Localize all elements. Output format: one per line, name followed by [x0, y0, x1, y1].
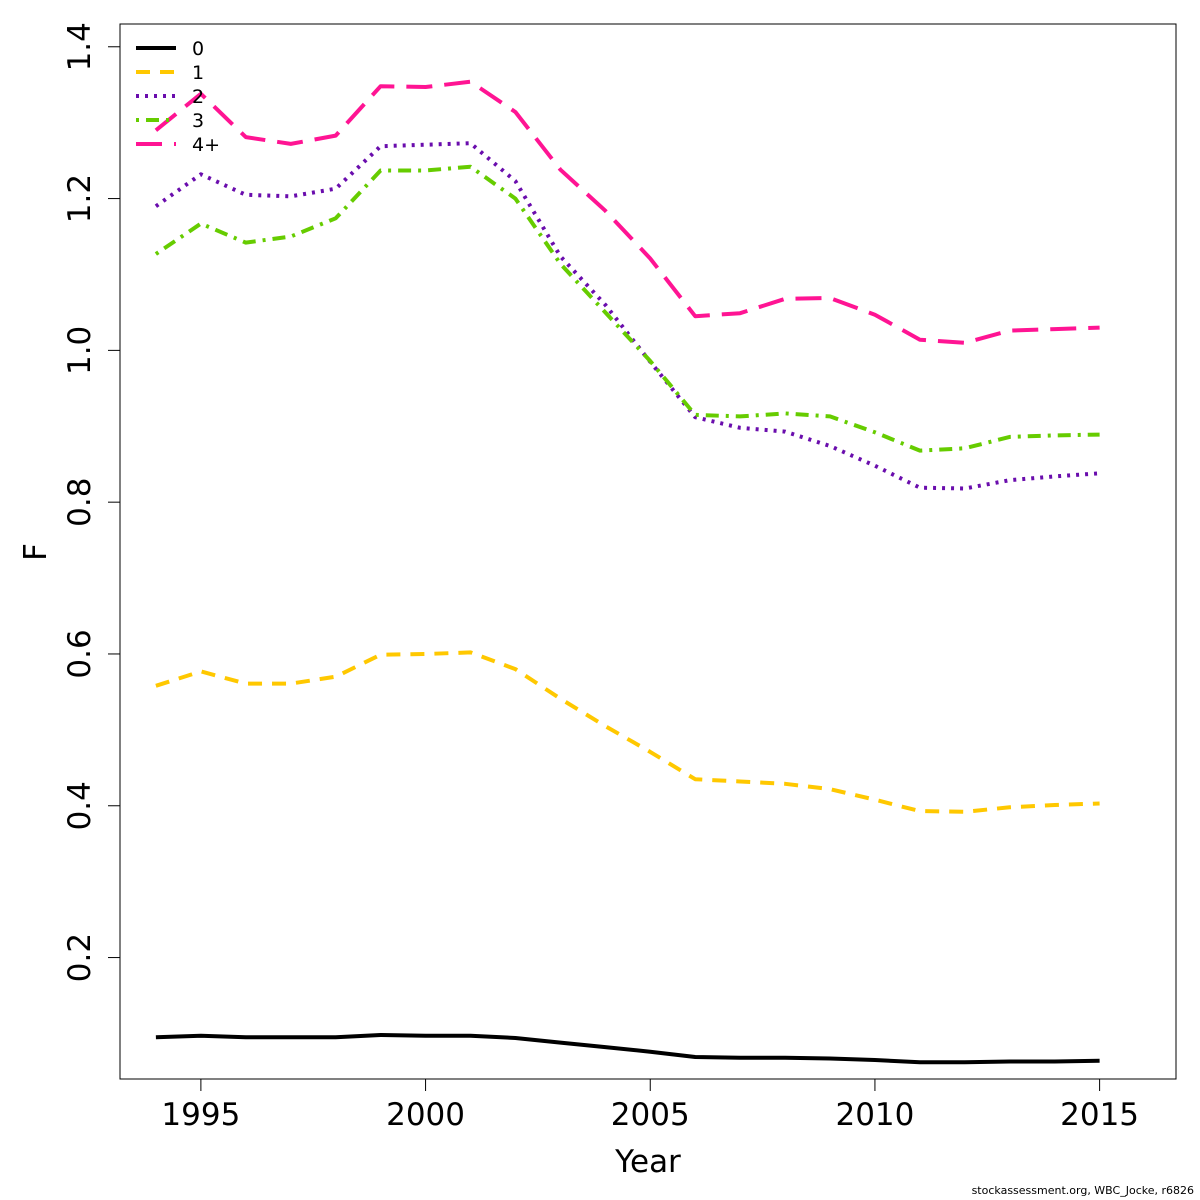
series-line-3 — [154, 164, 1100, 453]
x-tick-label-2000: 2000 — [386, 1097, 465, 1133]
x-tick-label-2010: 2010 — [835, 1097, 914, 1133]
legend-label-3: 3 — [192, 110, 204, 132]
series-line-0 — [155, 1033, 1100, 1065]
x-axis: 1995 2000 2005 2010 2015 — [161, 1079, 1139, 1133]
y-axis-title: F — [18, 543, 54, 561]
y-tick-label-0_6: 0.6 — [62, 629, 98, 678]
y-tick-label-0_2: 0.2 — [62, 933, 98, 982]
legend-label-4plus: 4+ — [192, 134, 220, 156]
x-tick-label-1995: 1995 — [161, 1097, 240, 1133]
plot-frame — [119, 23, 1177, 1080]
legend-label-1: 1 — [192, 62, 204, 84]
x-axis-title: Year — [614, 1144, 681, 1180]
y-tick-label-0_4: 0.4 — [62, 781, 98, 830]
legend-label-0: 0 — [192, 38, 204, 60]
x-tick-label-2015: 2015 — [1060, 1097, 1139, 1133]
series-line-1 — [155, 650, 1100, 814]
legend-label-2: 2 — [192, 86, 204, 108]
y-axis: 0.2 0.4 0.6 0.8 1.0 1.2 1.4 — [62, 22, 120, 982]
y-tick-label-1: 1.0 — [62, 326, 98, 375]
series-layer — [154, 79, 1100, 1065]
series-line-4plus — [154, 79, 1100, 345]
y-tick-label-0_8: 0.8 — [62, 478, 98, 527]
x-tick-label-2005: 2005 — [611, 1097, 690, 1133]
y-tick-label-1_2: 1.2 — [62, 174, 98, 223]
footer-credit: stockassessment.org, WBC_Jocke, r6826 — [971, 1184, 1194, 1197]
y-tick-label-1_4: 1.4 — [62, 22, 98, 71]
series-line-2 — [154, 141, 1100, 491]
